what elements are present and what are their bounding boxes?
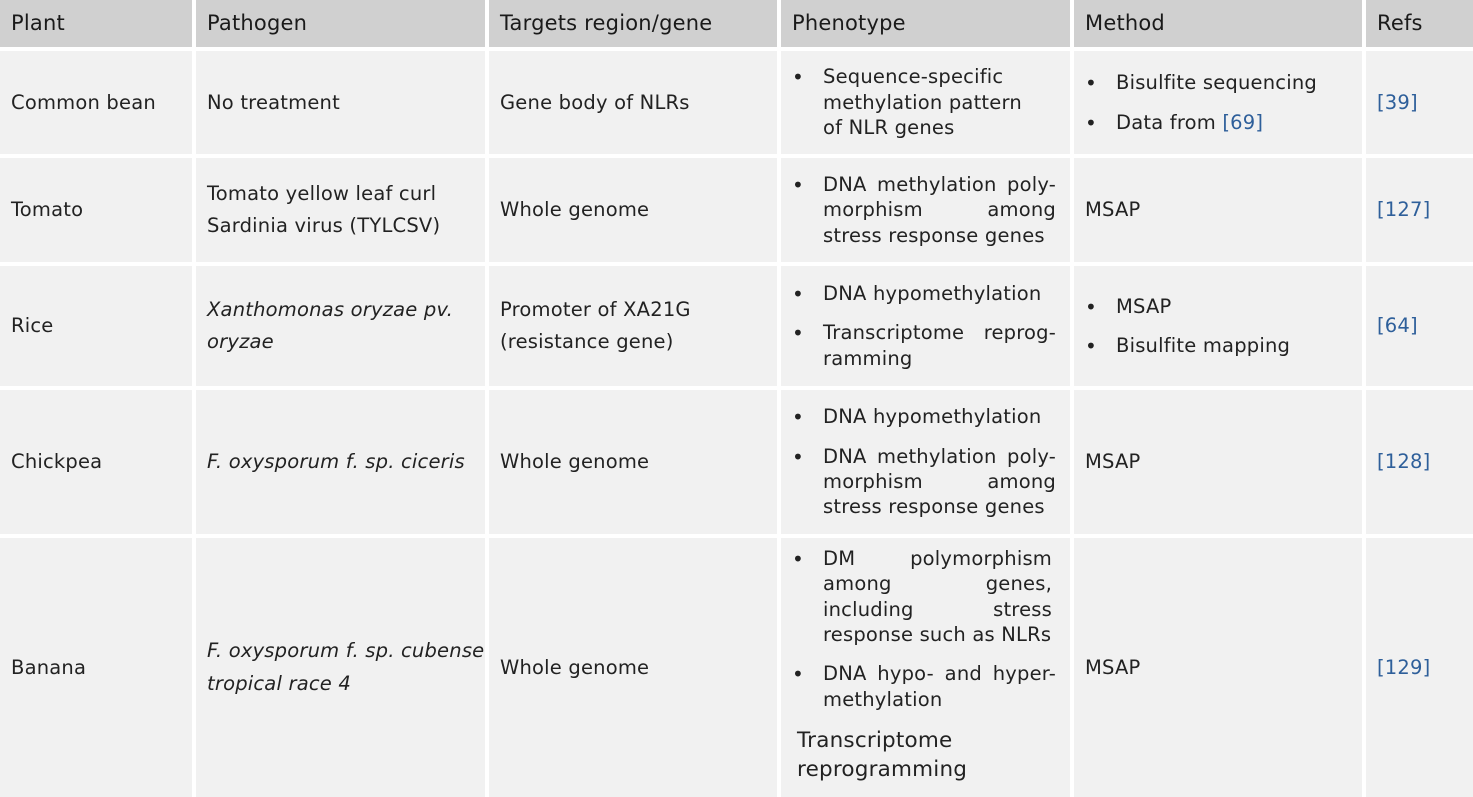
- cell-phenotype: DNA hypomethylation DNA methylation poly…: [781, 390, 1070, 534]
- target-text: Promoter of XA21G (resistance gene): [500, 297, 691, 353]
- header-target: Targets region/gene: [489, 0, 777, 47]
- header-plant: Plant: [0, 0, 192, 47]
- list-item: Sequence-specific methylation pattern of…: [792, 64, 1070, 140]
- list-item: DNA hypomethylation: [792, 281, 1070, 307]
- header-phenotype: Phenotype: [781, 0, 1070, 47]
- ref-link[interactable]: [127]: [1377, 198, 1431, 222]
- cell-plant: Rice: [0, 266, 192, 386]
- cell-ref: [39]: [1366, 51, 1473, 154]
- citation-link[interactable]: [69]: [1222, 110, 1264, 134]
- list-item: Bisulfite mapping: [1085, 333, 1362, 359]
- list-item: DM polymorphism among genes, including s…: [792, 546, 1070, 647]
- cell-ref: [128]: [1366, 390, 1473, 534]
- cell-plant: Banana: [0, 538, 192, 797]
- method-list: MSAP Bisulfite mapping: [1085, 294, 1362, 360]
- phenotype-block: DM polymorphism among genes, including s…: [792, 546, 1070, 784]
- ref-link[interactable]: [128]: [1377, 450, 1431, 474]
- pathogen-text: Tomato yellow leaf curl Sardinia virus (…: [207, 181, 441, 237]
- cell-plant: Common bean: [0, 51, 192, 154]
- list-item: MSAP: [1085, 294, 1362, 320]
- phenotype-list: DNA hypomethylation DNA methylation poly…: [792, 404, 1070, 519]
- cell-pathogen: F. oxysporum f. sp. ciceris: [196, 390, 485, 534]
- pathogen-text: F. oxysporum f. sp. cubense tropical rac…: [207, 639, 485, 695]
- cell-pathogen: F. oxysporum f. sp. cubense tropical rac…: [196, 538, 485, 797]
- cell-method: MSAP Bisulfite mapping: [1074, 266, 1362, 386]
- cell-target: Gene body of NLRs: [489, 51, 777, 154]
- list-item: DNA hypo- and hyper-methylation: [792, 661, 1070, 712]
- list-item: Bisulfite sequencing: [1085, 70, 1362, 96]
- cell-phenotype: DNA methylation poly-morphism among stre…: [781, 158, 1070, 262]
- phenotype-list: DNA hypomethylation Transcriptome reprog…: [792, 281, 1070, 371]
- method-list: Bisulfite sequencing Data from [69]: [1085, 70, 1362, 136]
- cell-method: MSAP: [1074, 158, 1362, 262]
- phenotype-list: Sequence-specific methylation pattern of…: [792, 64, 1070, 140]
- cell-phenotype: Sequence-specific methylation pattern of…: [781, 51, 1070, 154]
- cell-ref: [64]: [1366, 266, 1473, 386]
- cell-ref: [127]: [1366, 158, 1473, 262]
- cell-method: MSAP: [1074, 390, 1362, 534]
- cell-method: MSAP: [1074, 538, 1362, 797]
- phenotype-list: DM polymorphism among genes, including s…: [792, 546, 1070, 712]
- ref-link[interactable]: [64]: [1377, 314, 1418, 338]
- phenotype-list: DNA methylation poly-morphism among stre…: [792, 172, 1070, 248]
- cell-phenotype: DNA hypomethylation Transcriptome reprog…: [781, 266, 1070, 386]
- phenotype-note: Transcriptome reprogramming: [797, 728, 968, 783]
- header-pathogen: Pathogen: [196, 0, 485, 47]
- cell-pathogen: Xanthomonas oryzae pv. oryzae: [196, 266, 485, 386]
- cell-target: Promoter of XA21G (resistance gene): [489, 266, 777, 386]
- header-method: Method: [1074, 0, 1362, 47]
- pathogen-text: Xanthomonas oryzae pv. oryzae: [207, 297, 453, 353]
- cell-phenotype: DM polymorphism among genes, including s…: [781, 538, 1070, 797]
- header-refs: Refs: [1366, 0, 1473, 47]
- cell-plant: Tomato: [0, 158, 192, 262]
- cell-ref: [129]: [1366, 538, 1473, 797]
- list-item: Transcriptome reprog-ramming: [792, 320, 1070, 371]
- ref-link[interactable]: [39]: [1377, 90, 1418, 114]
- cell-pathogen: No treatment: [196, 51, 485, 154]
- list-item: DNA hypomethylation: [792, 404, 1070, 430]
- cell-method: Bisulfite sequencing Data from [69]: [1074, 51, 1362, 154]
- cell-target: Whole genome: [489, 158, 777, 262]
- cell-plant: Chickpea: [0, 390, 192, 534]
- cell-pathogen: Tomato yellow leaf curl Sardinia virus (…: [196, 158, 485, 262]
- cell-target: Whole genome: [489, 390, 777, 534]
- list-item: Data from [69]: [1085, 110, 1362, 136]
- list-item: DNA methylation poly-morphism among stre…: [792, 444, 1070, 520]
- list-item: DNA methylation poly-morphism among stre…: [792, 172, 1070, 248]
- cell-target: Whole genome: [489, 538, 777, 797]
- ref-link[interactable]: [129]: [1377, 655, 1431, 679]
